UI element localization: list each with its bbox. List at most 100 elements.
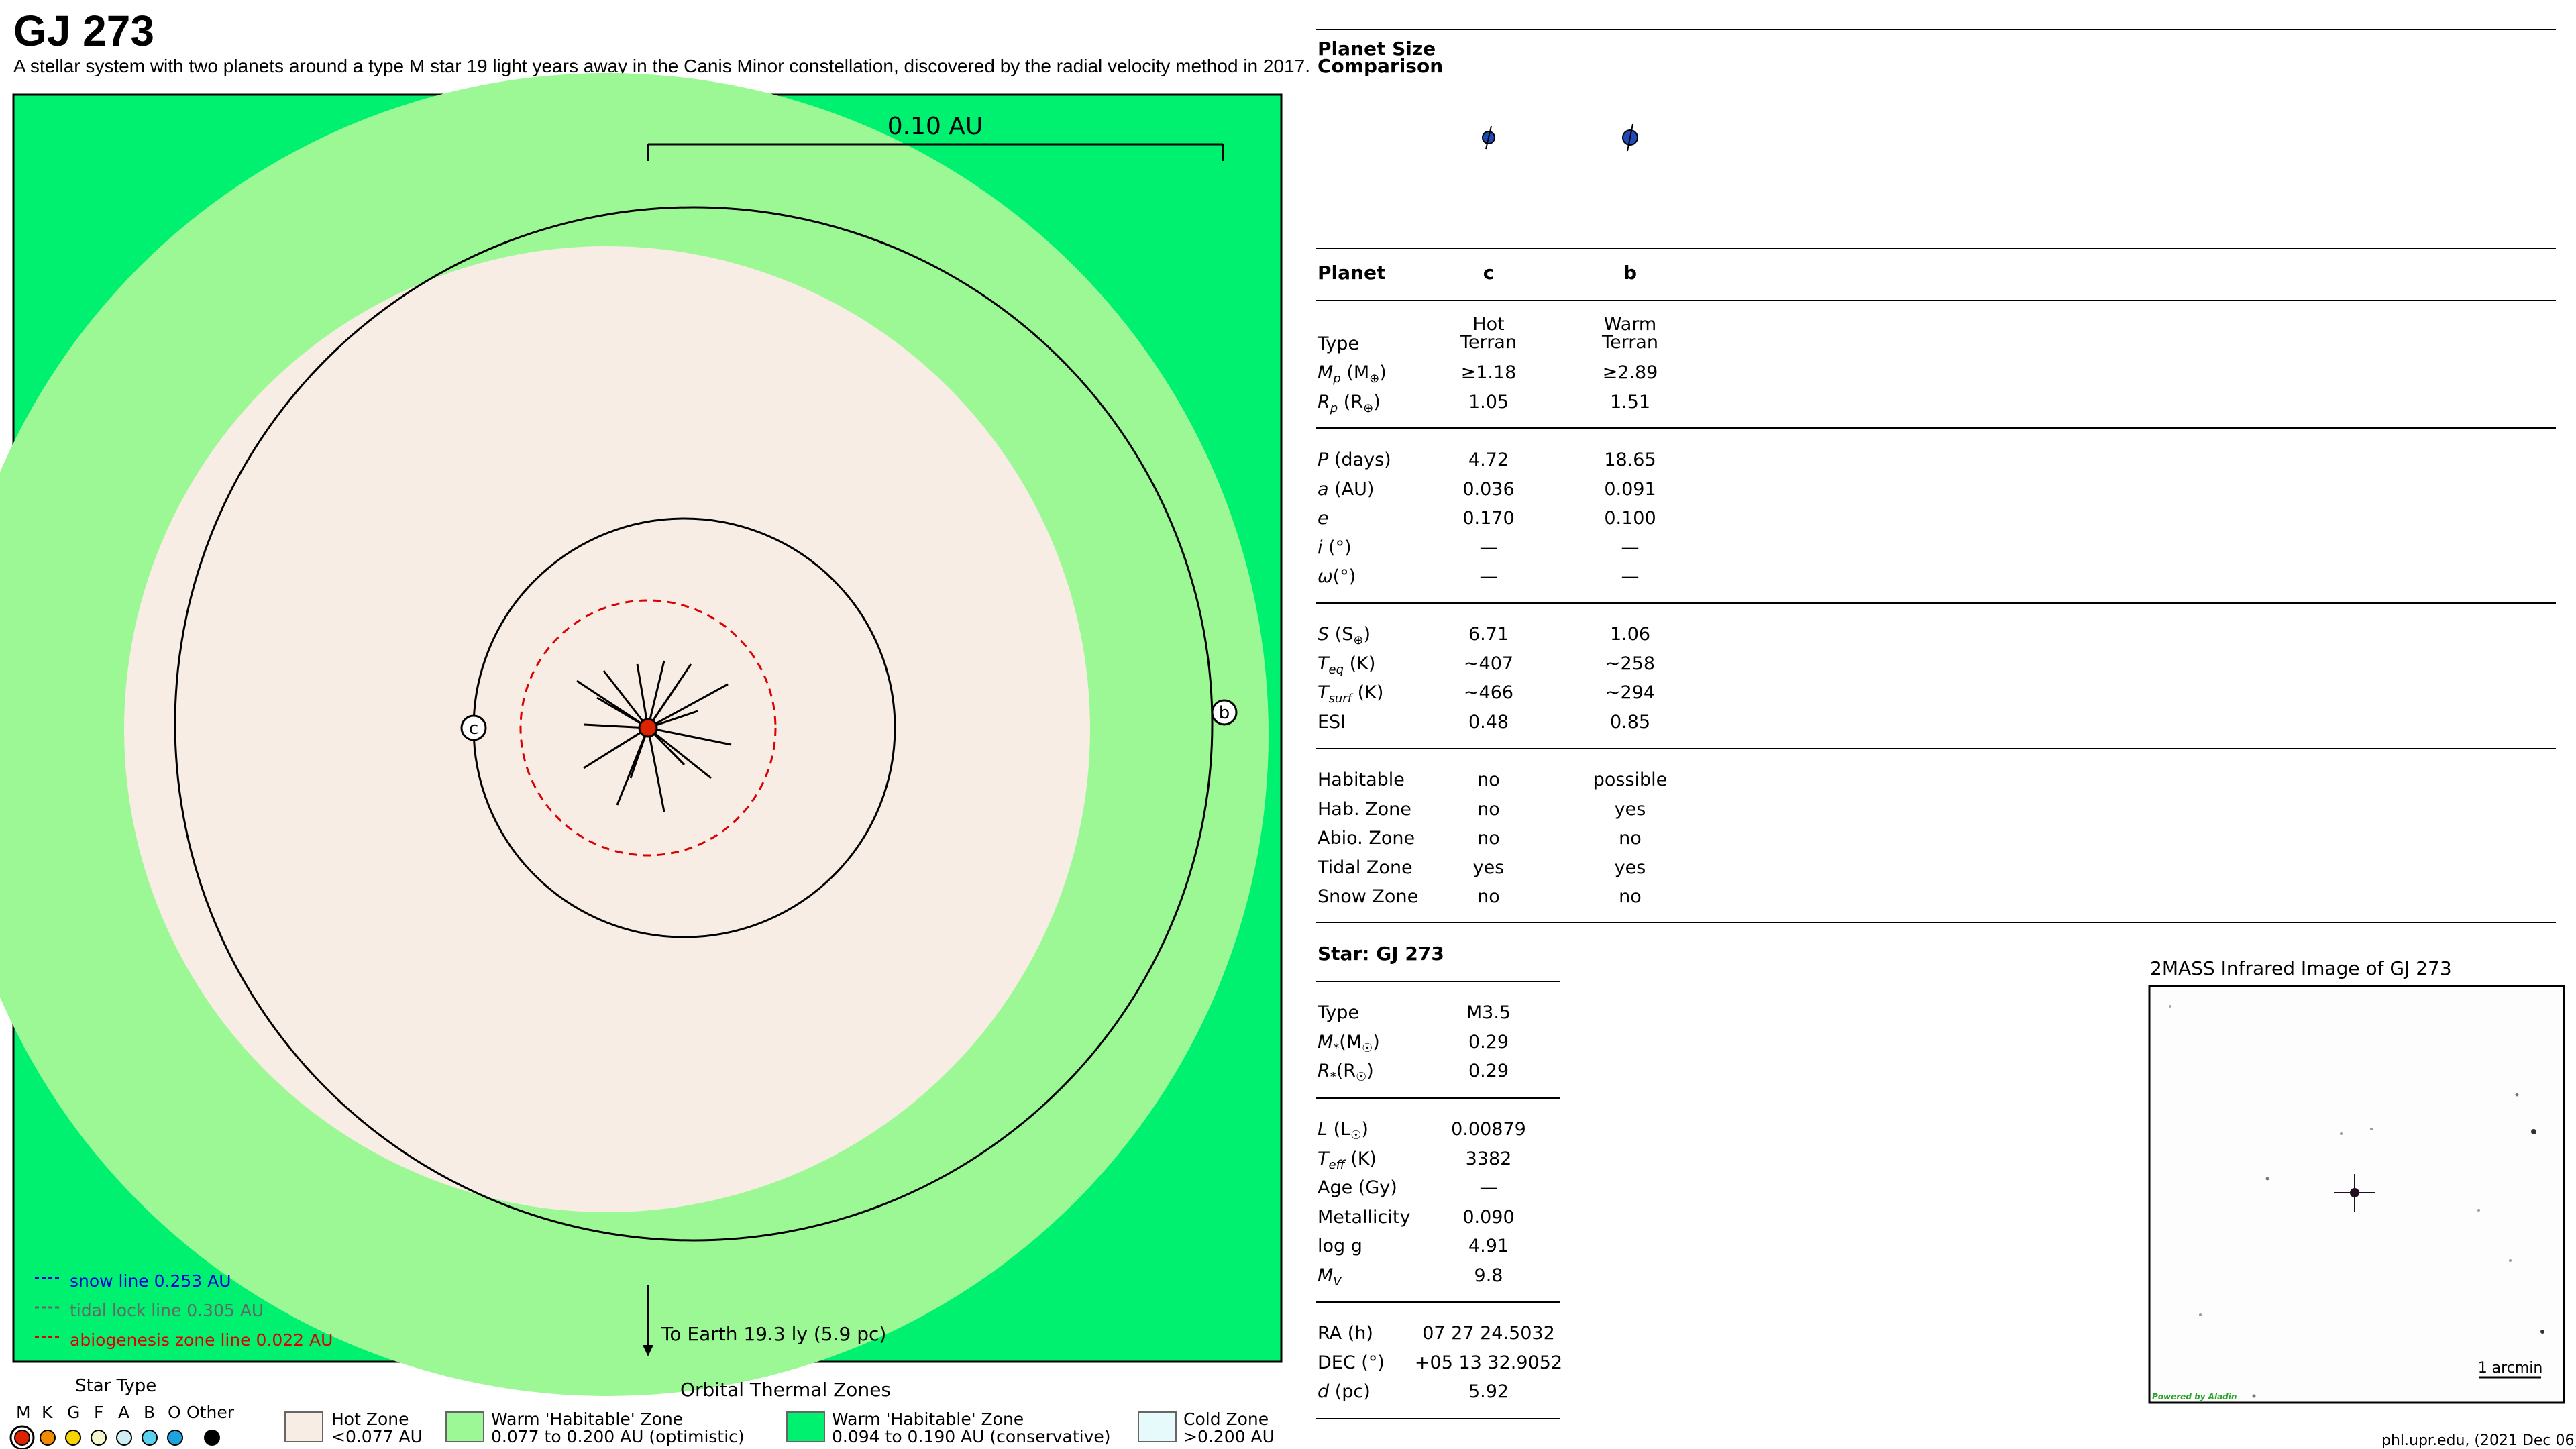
value-planet-b: yes: [1614, 857, 1646, 878]
row-label: ESI: [1318, 711, 1346, 733]
star-row-label: d (pc): [1318, 1381, 1371, 1403]
row-unit: (days): [1328, 449, 1391, 470]
divider: [1316, 1418, 1560, 1419]
row-label: Habitable: [1318, 769, 1405, 790]
star-type-b-dot: [142, 1430, 158, 1446]
divider: [1316, 248, 2556, 249]
row-unit: (S: [1329, 624, 1354, 645]
conservative-zone-range: 0.094 to 0.190 AU (conservative): [832, 1427, 1111, 1446]
row-symbol: e: [1318, 508, 1329, 529]
row-label: P (days): [1318, 449, 1391, 471]
scale-bar: [647, 143, 1224, 161]
row-label: e: [1318, 508, 1329, 529]
divider: [1316, 29, 2556, 30]
row-unit: (AU): [1328, 478, 1375, 500]
star-row-label: Teff (K): [1318, 1148, 1377, 1176]
abiogenesis-line: [519, 599, 777, 857]
page-subtitle: A stellar system with two planets around…: [13, 56, 1310, 76]
row-symbol-sub: p: [1333, 372, 1341, 386]
value-planet-b: ~258: [1605, 653, 1656, 674]
row-symbol-sub: p: [1330, 400, 1338, 415]
value-planet-c: ~466: [1463, 682, 1514, 703]
star-type-o-dot: [167, 1430, 183, 1446]
value-planet-b: possible: [1593, 769, 1668, 790]
row-symbol: M: [1318, 1265, 1334, 1286]
row-label: Rp (R⊕): [1318, 392, 1381, 419]
star-row-value: —: [1479, 1177, 1498, 1198]
scale-label: 0.10 AU: [888, 113, 983, 140]
star-row-label: R*(R☉): [1318, 1061, 1374, 1088]
star-row-value: +05 13 32.9052: [1414, 1352, 1563, 1373]
zones-legend-title: Orbital Thermal Zones: [680, 1379, 892, 1401]
star-row-label: Type: [1318, 1002, 1360, 1023]
star-type-b-label: B: [144, 1403, 156, 1422]
row-label: Snow Zone: [1318, 886, 1419, 907]
row-symbol: T: [1318, 682, 1329, 703]
star-type-m-label: M: [16, 1403, 31, 1422]
value-planet-c: —: [1479, 537, 1498, 558]
value-planet-c: yes: [1472, 857, 1505, 878]
star-type-k-label: K: [42, 1403, 53, 1422]
optimistic-zone-name: Warm 'Habitable' Zone: [491, 1409, 684, 1429]
row-unit-sub: ☉: [1362, 1040, 1373, 1055]
row-unit-close: ): [1363, 624, 1371, 645]
row-label: Tsurf (K): [1318, 682, 1383, 710]
row-label: ω(°): [1318, 566, 1356, 588]
star-row-value: 4.91: [1468, 1236, 1509, 1256]
value-planet-c: no: [1477, 828, 1500, 849]
row-label-type: Type: [1318, 333, 1360, 354]
value-planet-b: —: [1621, 566, 1640, 587]
row-label: Teq (K): [1318, 653, 1375, 681]
row-symbol: T: [1318, 1148, 1329, 1169]
cold-zone-swatch: [1138, 1411, 1177, 1442]
row-unit-sub: ⊕: [1363, 400, 1374, 415]
row-label: Abio. Zone: [1318, 828, 1415, 849]
aladin-credit: Powered by Aladin: [2152, 1392, 2237, 1401]
planet-b-label: b: [1219, 703, 1230, 723]
snow-line-label: snow line 0.253 AU: [70, 1271, 231, 1291]
row-symbol: L: [1318, 1119, 1328, 1140]
star-row-value: 07 27 24.5032: [1422, 1323, 1555, 1344]
row-label: Mp (M⊕): [1318, 362, 1387, 390]
tidal-line-label: tidal lock line 0.305 AU: [70, 1301, 264, 1320]
optimistic-zone-swatch: [445, 1411, 484, 1442]
divider: [1316, 1097, 1560, 1099]
star-type-g-dot: [65, 1430, 81, 1446]
star-row-label: MV: [1318, 1265, 1342, 1293]
row-unit-close: ): [1373, 1031, 1380, 1053]
value-planet-b: 0.85: [1609, 711, 1651, 733]
row-unit-sub: ☉: [1356, 1070, 1367, 1084]
value-planet-c: 1.05: [1468, 391, 1509, 413]
row-unit: (°): [1332, 566, 1356, 587]
star-row-value: 0.00879: [1451, 1119, 1526, 1140]
star-row-value: 5.92: [1468, 1381, 1509, 1402]
row-label: i (°): [1318, 537, 1352, 559]
star-type-other-label: Other: [186, 1403, 234, 1422]
size-comparison-title-1: Planet Size: [1318, 38, 1436, 60]
row-unit: (K): [1344, 653, 1376, 674]
row-symbol: P: [1318, 449, 1329, 470]
row-unit-close: ): [1366, 1061, 1374, 1081]
row-symbol: M: [1318, 362, 1334, 383]
row-unit: (°): [1322, 537, 1352, 558]
row-unit: (pc): [1329, 1381, 1371, 1402]
row-symbol: R: [1318, 391, 1330, 413]
planet-b-marker: [1211, 699, 1238, 726]
earth-direction-label: To Earth 19.3 ly (5.9 pc): [661, 1323, 886, 1345]
row-unit-close: ): [1361, 1119, 1368, 1140]
footer-credit: phl.upr.edu, (2021 Dec 06): [2381, 1432, 2576, 1449]
row-unit: (L: [1328, 1119, 1351, 1140]
hot-zone-range: <0.077 AU: [331, 1427, 423, 1446]
value-planet-b: 0.100: [1604, 508, 1656, 529]
type-b-line2: Terran: [1602, 332, 1658, 353]
row-unit: (R: [1336, 1061, 1356, 1081]
row-symbol: T: [1318, 653, 1329, 674]
row-unit: (R: [1338, 391, 1364, 413]
value-planet-b: no: [1619, 886, 1642, 907]
star-marker: [638, 718, 658, 738]
row-symbol-sub: *: [1330, 1070, 1336, 1084]
type-b-line1: Warm: [1603, 314, 1657, 335]
star-type-other-dot: [204, 1430, 220, 1446]
planet-header-c: c: [1483, 262, 1495, 284]
